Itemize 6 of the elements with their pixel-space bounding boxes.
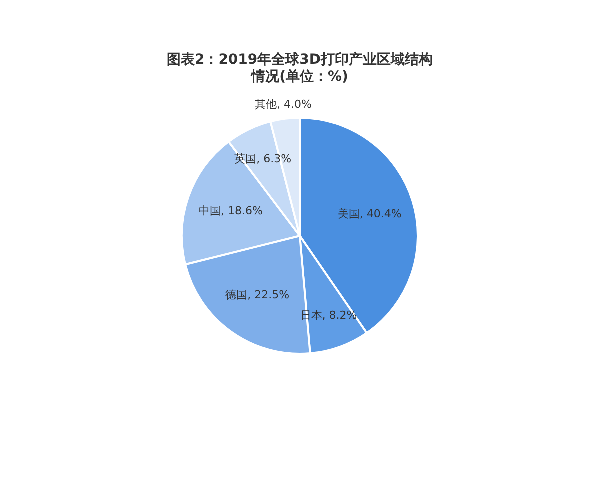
slice-label: 其他, 4.0% [254,98,312,111]
slice-label: 德国, 22.5% [226,288,290,302]
chart-title: 图表2：2019年全球3D打印产业区域结构情况(单位：%) [166,52,434,86]
slice-label: 英国, 6.3% [234,152,292,166]
slice-label: 美国, 40.4% [338,207,402,220]
slice-label: 中国, 18.6% [199,204,263,218]
